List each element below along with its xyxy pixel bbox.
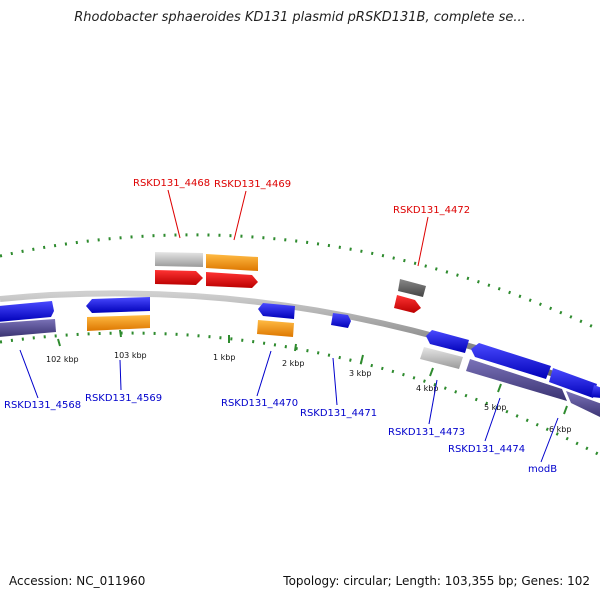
accession-text: Accession: NC_011960 xyxy=(9,574,146,588)
gene-RSKD131_4569-blue[interactable] xyxy=(86,297,150,313)
topology-summary: Topology: circular; Length: 103,355 bp; … xyxy=(283,574,590,588)
gene-RSKD131_4468-red[interactable] xyxy=(155,270,203,285)
gene-label-modB[interactable]: modB xyxy=(528,464,557,475)
gene-label-RSKD131_4473[interactable]: RSKD131_4473 xyxy=(388,427,465,438)
gene-RSKD131_4469-orange[interactable] xyxy=(206,254,258,271)
gene-label-RSKD131_4569[interactable]: RSKD131_4569 xyxy=(85,393,162,404)
gene-RSKD131_4474-navy[interactable] xyxy=(466,359,567,401)
gene-RSKD131_4469-red[interactable] xyxy=(206,272,258,288)
tick-label-1kbp: 1 kbp xyxy=(213,353,235,362)
gene-edge-blue[interactable] xyxy=(591,385,600,398)
gene-RSKD131_4472-dark[interactable] xyxy=(398,279,426,297)
tick-label-102kbp: 102 kbp xyxy=(46,355,79,364)
gene-label-RSKD131_4470[interactable]: RSKD131_4470 xyxy=(221,398,298,409)
gene-label-RSKD131_4474[interactable]: RSKD131_4474 xyxy=(448,444,525,455)
gene-modB-blue[interactable] xyxy=(549,368,597,398)
gene-RSKD131_4568-forward[interactable] xyxy=(0,301,54,322)
gene-RSKD131_4471-blue[interactable] xyxy=(331,313,351,328)
tick-label-5kbp: 5 kbp xyxy=(484,403,506,412)
gene-RSKD131_4568-navy[interactable] xyxy=(0,319,56,337)
tick-label-4kbp: 4 kbp xyxy=(416,384,438,393)
gene-modB-navy[interactable] xyxy=(566,391,600,418)
map-title: Rhodobacter sphaeroides KD131 plasmid pR… xyxy=(74,10,526,25)
gene-RSKD131_4473-gray[interactable] xyxy=(420,347,463,369)
tick-label-2kbp: 2 kbp xyxy=(282,359,304,368)
label-leader-lines xyxy=(19,189,559,463)
outer-tick-ring xyxy=(0,233,600,332)
gene-RSKD131_4470-orange[interactable] xyxy=(257,320,294,337)
gene-features xyxy=(0,252,600,418)
gene-RSKD131_4569-orange[interactable] xyxy=(87,315,150,331)
gene-RSKD131_4473-blue[interactable] xyxy=(426,330,469,353)
gene-RSKD131_4470-blue[interactable] xyxy=(258,303,295,319)
gene-label-RSKD131_4568[interactable]: RSKD131_4568 xyxy=(4,400,81,411)
tick-label-103kbp: 103 kbp xyxy=(114,351,147,360)
gene-label-RSKD131_4472[interactable]: RSKD131_4472 xyxy=(393,205,470,216)
tick-label-3kbp: 3 kbp xyxy=(349,369,371,378)
gene-label-RSKD131_4471[interactable]: RSKD131_4471 xyxy=(300,408,377,419)
gene-RSKD131_4474-blue[interactable] xyxy=(471,343,551,379)
gene-label-RSKD131_4468[interactable]: RSKD131_4468 xyxy=(133,178,210,189)
gene-RSKD131_4468-gray[interactable] xyxy=(155,252,203,267)
gene-RSKD131_4472-red[interactable] xyxy=(394,295,421,313)
gene-label-RSKD131_4469[interactable]: RSKD131_4469 xyxy=(214,179,291,190)
major-ticks xyxy=(57,329,568,415)
tick-label-6kbp: 6 kbp xyxy=(549,425,571,434)
